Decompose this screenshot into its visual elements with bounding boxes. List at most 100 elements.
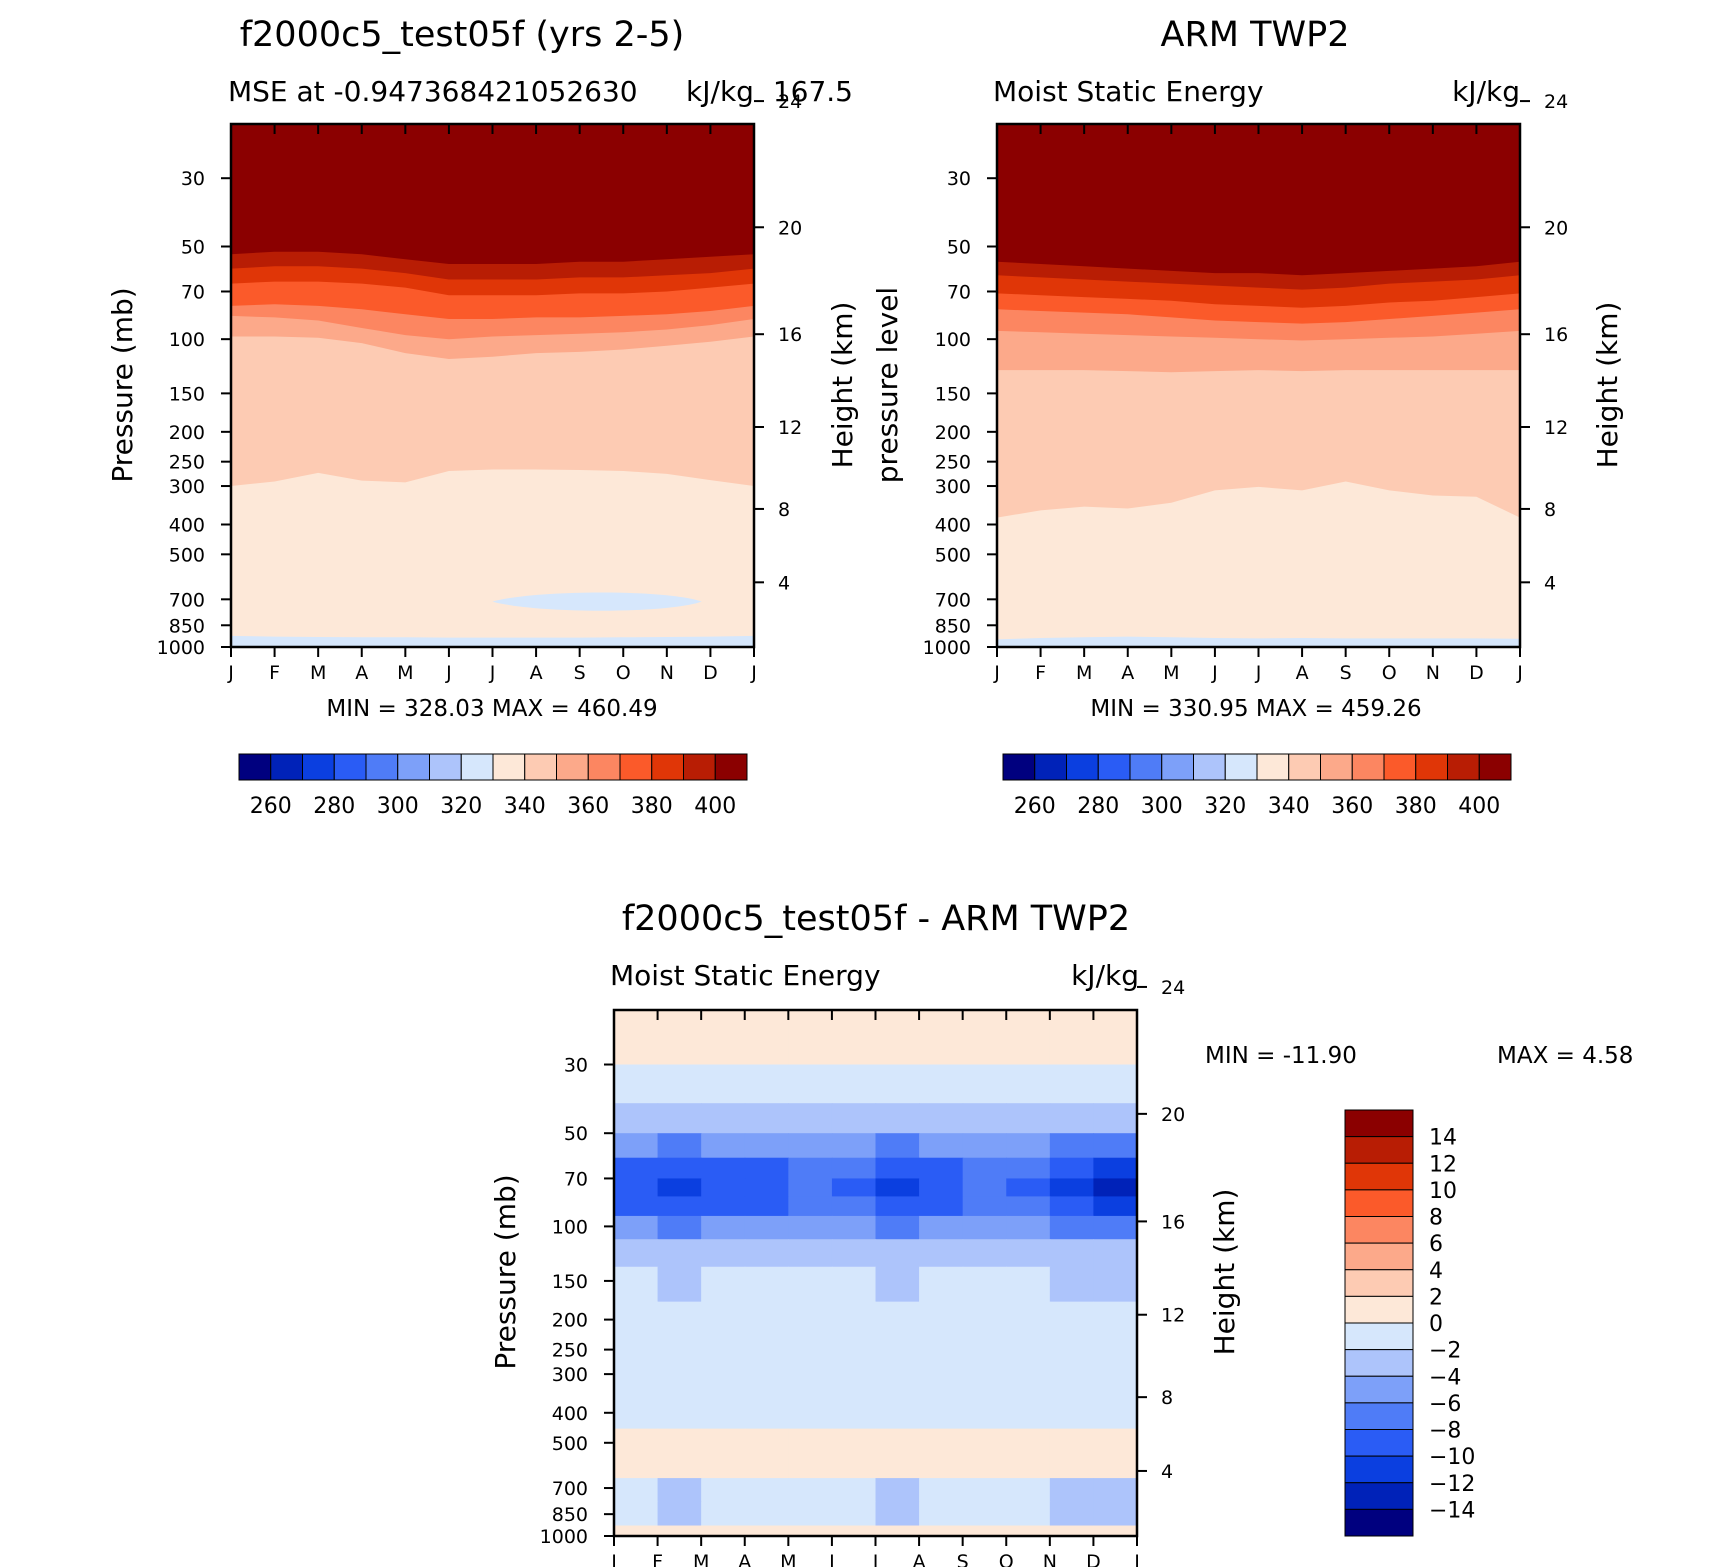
height-tick-label: 20 <box>1544 217 1568 239</box>
diff-cell <box>1093 1501 1137 1527</box>
pressure-tick-label: 850 <box>552 1504 588 1526</box>
pressure-tick-label: 700 <box>169 589 205 611</box>
colorbar-box <box>270 753 303 781</box>
diff-cell <box>701 1394 746 1430</box>
diff-cell <box>701 1157 746 1180</box>
diff-cell <box>1093 1239 1137 1268</box>
colorbar-label: 380 <box>631 794 673 819</box>
month-tick-label: O <box>999 1551 1014 1567</box>
diff-cell <box>614 1266 659 1303</box>
diff-cell <box>657 1239 702 1268</box>
colorbar-box <box>587 753 621 781</box>
diff-cell <box>657 1525 702 1536</box>
colorbar-label: 280 <box>313 794 355 819</box>
colorbar-label: 400 <box>1458 794 1500 819</box>
diff-cell <box>1049 1239 1095 1268</box>
colorbar-box <box>1344 1429 1414 1457</box>
pressure-tick-label: 30 <box>947 168 971 190</box>
diff-cell <box>1093 1103 1137 1134</box>
diff-cell <box>788 1428 833 1457</box>
diff-cell <box>962 1178 1007 1197</box>
panel1-units: kJ/kg <box>686 75 754 108</box>
diff-cell <box>875 1266 920 1303</box>
month-tick-label: D <box>703 662 718 684</box>
diff-cell <box>1093 1301 1137 1351</box>
colorbar-box <box>524 753 557 781</box>
pressure-tick-label: 200 <box>935 422 971 444</box>
colorbar-box <box>1288 753 1321 781</box>
panel2-minmax: MIN = 330.95 MAX = 459.26 <box>1090 696 1421 722</box>
diff-cell <box>788 1157 833 1180</box>
diff-cell <box>1093 1428 1137 1457</box>
pressure-tick-label: 70 <box>564 1168 588 1190</box>
month-tick-label: J <box>750 662 757 684</box>
diff-cell <box>831 1301 877 1351</box>
pressure-tick-label: 500 <box>935 544 971 566</box>
diff-cell <box>962 1428 1007 1457</box>
colorbar-box <box>1344 1508 1414 1537</box>
diff-cell <box>1049 1064 1095 1104</box>
colorbar-box <box>460 753 494 781</box>
month-tick-label: D <box>1469 662 1484 684</box>
diff-cell <box>962 1010 1007 1066</box>
contour-band <box>997 636 1520 647</box>
minimum-region <box>492 592 702 611</box>
diff-cell <box>744 1394 789 1430</box>
colorbar-label: −10 <box>1429 1445 1475 1470</box>
pressure-tick-label: 850 <box>935 615 971 637</box>
colorbar-label: 2 <box>1429 1285 1443 1310</box>
colorbar-label: 12 <box>1429 1152 1457 1177</box>
diff-cell <box>657 1178 702 1197</box>
panel3-units: kJ/kg <box>1071 959 1139 992</box>
contour-band <box>231 469 754 647</box>
diff-cell <box>744 1501 789 1527</box>
diff-cell <box>701 1178 746 1197</box>
diff-cell <box>1006 1103 1051 1134</box>
diff-cell <box>744 1428 789 1457</box>
height-tick-label: 20 <box>778 217 802 239</box>
diff-cell <box>919 1157 964 1180</box>
month-tick-label: A <box>913 1551 926 1567</box>
month-tick-label: F <box>1035 662 1046 684</box>
pressure-tick-label: 250 <box>552 1340 588 1362</box>
height-tick-label: 4 <box>778 572 790 594</box>
diff-cell <box>1093 1064 1137 1104</box>
diff-cell <box>1006 1349 1051 1396</box>
diff-cell <box>1049 1133 1095 1159</box>
diff-cell <box>962 1064 1007 1104</box>
month-tick-label: J <box>1211 662 1218 684</box>
month-tick-label: N <box>1426 662 1440 684</box>
diff-cell <box>962 1525 1007 1536</box>
diff-cell <box>831 1010 877 1066</box>
diff-cell <box>657 1196 702 1217</box>
diff-cell <box>875 1394 920 1430</box>
colorbar-box <box>1344 1216 1414 1244</box>
diff-cell <box>1093 1196 1137 1217</box>
diff-cell <box>1093 1157 1137 1180</box>
colorbar-box <box>1344 1162 1414 1191</box>
diff-cell <box>1049 1501 1095 1527</box>
diff-cell <box>962 1239 1007 1268</box>
colorbar-box <box>429 753 462 781</box>
pressure-tick-label: 250 <box>935 452 971 474</box>
colorbar-label: −14 <box>1429 1498 1475 1523</box>
diff-cell <box>831 1239 877 1268</box>
diff-cell <box>919 1064 964 1104</box>
pressure-tick-label: 150 <box>169 383 205 405</box>
diff-cell <box>657 1501 702 1527</box>
colorbar-label: 340 <box>1268 794 1310 819</box>
pressure-tick-label: 100 <box>935 329 971 351</box>
diff-cell <box>788 1064 833 1104</box>
diff-cell <box>919 1394 964 1430</box>
diff-cell <box>788 1266 833 1303</box>
colorbar-label: 380 <box>1395 794 1437 819</box>
diff-cell <box>657 1455 702 1479</box>
diff-cell <box>701 1196 746 1217</box>
colorbar-box <box>1344 1109 1414 1138</box>
panel2-left-string: Moist Static Energy <box>993 75 1264 108</box>
colorbar-box <box>1447 753 1480 781</box>
colorbar-box <box>1320 753 1353 781</box>
diff-cell <box>1093 1266 1137 1303</box>
panel2-contour-fill <box>997 124 1520 647</box>
